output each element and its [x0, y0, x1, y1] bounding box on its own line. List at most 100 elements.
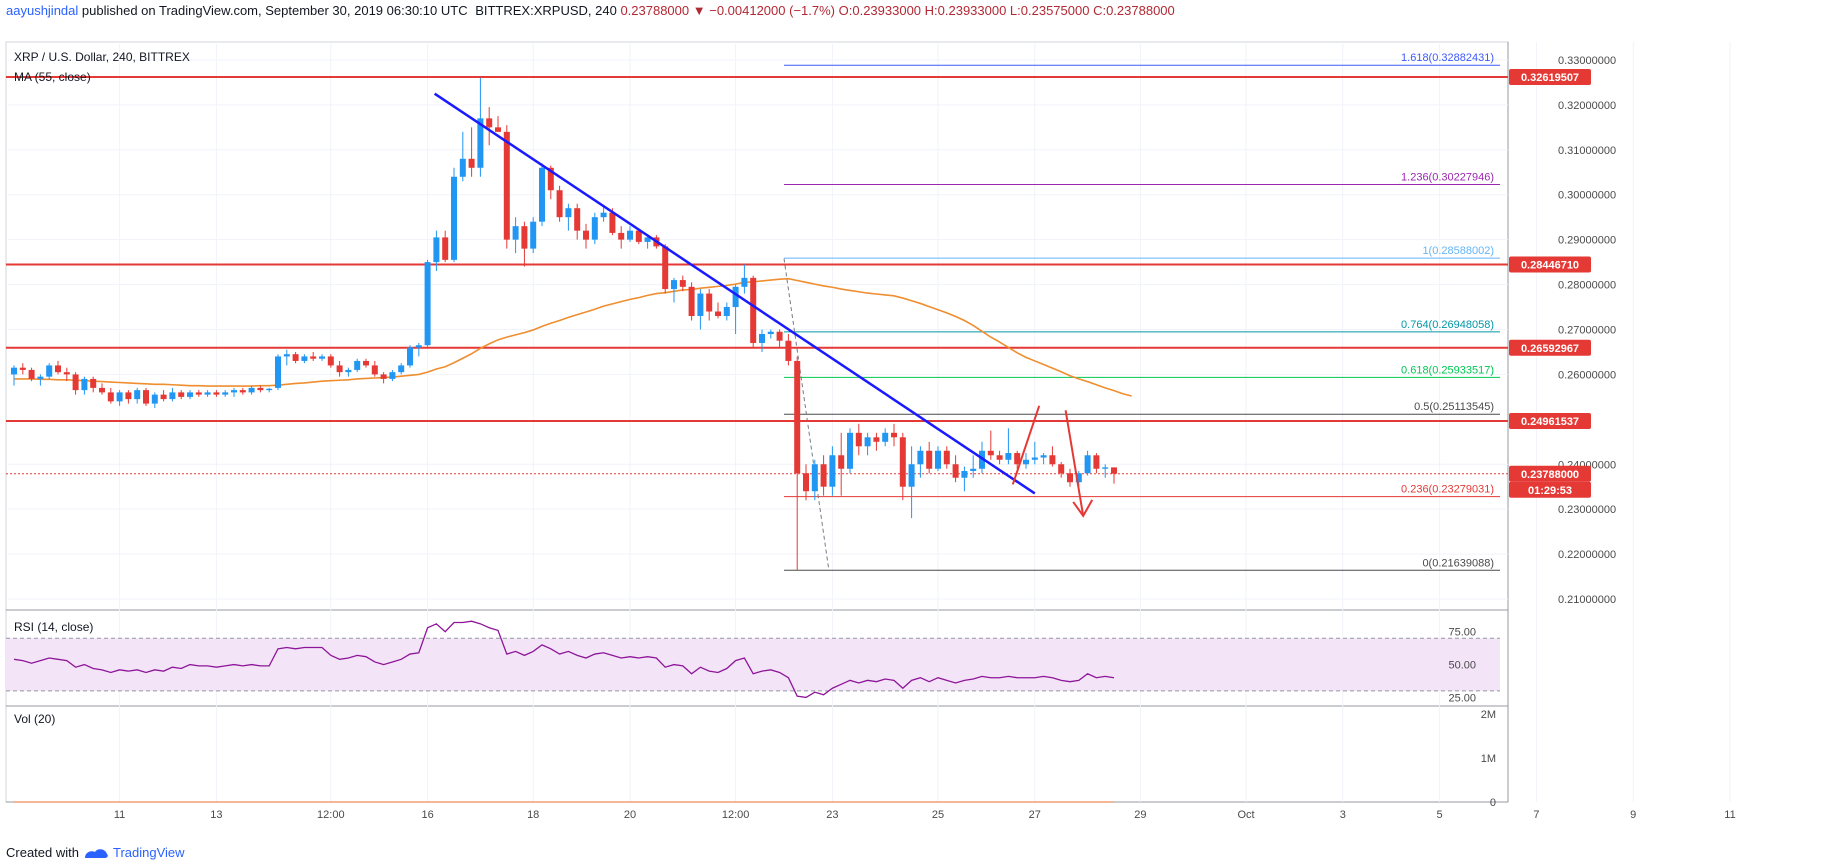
time-tick-label: 12:00	[317, 809, 345, 821]
candle-body	[134, 390, 141, 400]
candle-body	[424, 262, 431, 346]
candle-body	[635, 230, 642, 242]
candle-body	[1023, 459, 1029, 465]
candle-body	[37, 376, 44, 379]
candle-body	[996, 455, 1003, 460]
candlestick-series	[11, 77, 1117, 571]
candle-body	[301, 356, 308, 361]
candle-body	[11, 367, 17, 375]
candle-body	[107, 392, 114, 402]
candle-body	[644, 237, 651, 242]
candle-body	[908, 464, 915, 487]
price-tick-label: 0.23000000	[1558, 504, 1616, 516]
candle-body	[899, 437, 906, 487]
candle-body	[741, 277, 748, 287]
candle-body	[319, 356, 325, 359]
candle-body	[336, 365, 343, 373]
price-change: ▼ −0.00412000 (−1.7%)	[692, 3, 835, 18]
price-tag-label: 0.26592967	[1521, 343, 1579, 355]
candle-body	[169, 392, 176, 400]
candle-body	[55, 365, 61, 373]
candle-body	[917, 450, 924, 465]
candle-body	[794, 360, 801, 474]
time-tick-label: 27	[1029, 809, 1041, 821]
candle-body	[521, 226, 528, 249]
legends: XRP / U.S. Dollar, 240, BITTREX MA (55, …	[14, 50, 190, 726]
time-tick-label: 25	[932, 809, 944, 821]
price-tag-box	[1509, 465, 1591, 482]
candle-body	[767, 331, 774, 334]
candle-body	[1093, 455, 1100, 469]
fib-level-label: 0.5(0.25113545)	[1414, 401, 1494, 413]
rsi-pane	[6, 620, 1500, 699]
vol-tick-label: 0	[1490, 797, 1496, 809]
candle-body	[1049, 455, 1056, 465]
ma-legend: MA (55, close)	[14, 70, 91, 84]
candle-body	[706, 293, 713, 312]
candle-body	[248, 387, 255, 393]
symbol-label: BITTREX:XRPUSD, 240	[475, 3, 617, 18]
fib-level-label: 0.236(0.23279031)	[1401, 484, 1494, 496]
fib-level-label: 0.764(0.26948058)	[1401, 319, 1494, 331]
time-tick-label: 12:00	[722, 809, 750, 821]
candle-body	[415, 345, 422, 348]
price-tag-label: 0.23788000	[1521, 469, 1579, 481]
tradingview-brand-link[interactable]: TradingView	[112, 845, 185, 860]
candle-body	[935, 450, 941, 469]
price-tick-label: 0.22000000	[1558, 549, 1616, 561]
candle-body	[547, 167, 554, 191]
candle-body	[855, 432, 862, 447]
price-tick-label: 0.31000000	[1558, 145, 1616, 157]
descending-trendline	[433, 92, 1036, 495]
candle-body	[1040, 455, 1047, 458]
candle-body	[662, 246, 669, 290]
countdown-box	[1509, 481, 1591, 498]
time-tick-label: 18	[527, 809, 539, 821]
last-price: 0.23788000	[620, 3, 690, 18]
candle-body	[1111, 467, 1117, 474]
time-tick-label: 9	[1630, 809, 1636, 821]
chart-header: aayushjindal published on TradingView.co…	[6, 0, 1822, 22]
price-tag-box	[1509, 256, 1591, 273]
fib-level-label: 0(0.21639088)	[1422, 557, 1494, 569]
candle-body	[160, 394, 167, 400]
candle-body	[1031, 457, 1038, 460]
candle-body	[539, 167, 545, 222]
candle-body	[275, 356, 281, 388]
candle-body	[257, 387, 264, 391]
candle-body	[495, 127, 501, 132]
vol-legend: Vol (20)	[14, 712, 55, 726]
candle-body	[882, 432, 889, 442]
price-axis: 0.33000000 0.32000000 0.31000000 0.30000000…	[1448, 55, 1616, 809]
candle-body	[354, 360, 361, 370]
author-link[interactable]: aayushjindal	[6, 3, 79, 18]
candle-body	[151, 394, 158, 404]
price-tag-label: 0.32619507	[1521, 72, 1579, 84]
candle-body	[213, 392, 220, 395]
fib-level-label: 0.618(0.25933517)	[1401, 364, 1494, 376]
candle-body	[310, 356, 317, 359]
arrow-head-icon	[1072, 499, 1094, 518]
candle-body	[530, 221, 537, 249]
candle-body	[1058, 464, 1065, 474]
candle-body	[363, 360, 369, 366]
candle-body	[239, 390, 246, 393]
candle-body	[556, 190, 563, 218]
time-tick-label: 23	[826, 809, 838, 821]
price-tick-label: 0.32000000	[1558, 100, 1616, 112]
candle-body	[776, 331, 783, 341]
rsi-line	[13, 620, 1115, 699]
candle-body	[19, 367, 26, 370]
time-tick-label: Oct	[1237, 809, 1254, 821]
price-tick-label: 0.27000000	[1558, 324, 1616, 336]
candle-body	[811, 464, 818, 492]
candle-body	[442, 237, 449, 260]
candle-body	[46, 365, 53, 377]
tradingview-logo-icon	[84, 849, 108, 858]
candle-body	[266, 388, 273, 391]
candle-body	[380, 374, 387, 379]
candle-body	[609, 212, 616, 233]
candle-body	[72, 374, 79, 391]
candle-body	[459, 158, 466, 177]
